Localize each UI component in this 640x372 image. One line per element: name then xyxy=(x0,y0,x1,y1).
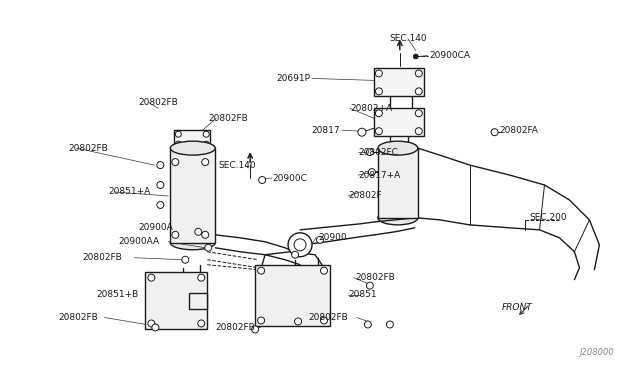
Text: 20802+A: 20802+A xyxy=(350,104,392,113)
Circle shape xyxy=(321,267,328,274)
Ellipse shape xyxy=(170,236,215,250)
Circle shape xyxy=(252,326,259,333)
Bar xyxy=(174,130,210,148)
Circle shape xyxy=(491,129,498,136)
Text: 20802F: 20802F xyxy=(348,192,381,201)
Text: 20900AA: 20900AA xyxy=(118,237,159,246)
Text: 20802FB: 20802FB xyxy=(355,273,395,282)
Text: SEC.200: SEC.200 xyxy=(529,214,567,222)
Bar xyxy=(378,148,418,218)
Text: 20802FB: 20802FB xyxy=(215,323,255,332)
Text: 20817+A: 20817+A xyxy=(358,170,400,180)
Text: 20802FB: 20802FB xyxy=(308,313,348,322)
Circle shape xyxy=(182,256,189,263)
Circle shape xyxy=(294,318,301,325)
Bar xyxy=(145,272,207,330)
Circle shape xyxy=(259,177,266,183)
Text: 20900C: 20900C xyxy=(272,173,307,183)
Circle shape xyxy=(369,169,376,176)
Text: 20817: 20817 xyxy=(311,126,340,135)
Circle shape xyxy=(198,274,205,281)
Bar xyxy=(170,148,215,243)
Text: 20851+A: 20851+A xyxy=(108,187,150,196)
Circle shape xyxy=(205,244,212,251)
Text: 20900CA: 20900CA xyxy=(430,51,471,60)
Ellipse shape xyxy=(378,211,418,225)
Circle shape xyxy=(258,317,264,324)
Circle shape xyxy=(415,70,422,77)
Text: 20802FA: 20802FA xyxy=(500,126,538,135)
Bar xyxy=(189,293,207,308)
Circle shape xyxy=(204,141,209,147)
Circle shape xyxy=(364,321,371,328)
Circle shape xyxy=(175,131,181,137)
Bar xyxy=(374,68,424,96)
Circle shape xyxy=(157,202,164,208)
Circle shape xyxy=(366,282,373,289)
Text: FRONT: FRONT xyxy=(502,303,532,312)
Text: 20900A: 20900A xyxy=(138,223,173,232)
Text: 20802FB: 20802FB xyxy=(208,114,248,123)
Text: 20802FB: 20802FB xyxy=(138,98,178,107)
Circle shape xyxy=(376,128,382,135)
Ellipse shape xyxy=(170,141,215,155)
Circle shape xyxy=(376,110,382,117)
Circle shape xyxy=(387,321,394,328)
Text: 20802FB: 20802FB xyxy=(59,313,99,322)
Circle shape xyxy=(366,149,373,155)
Circle shape xyxy=(175,141,181,147)
Text: 20802FB: 20802FB xyxy=(68,144,108,153)
Circle shape xyxy=(288,233,312,257)
Ellipse shape xyxy=(378,141,418,155)
Circle shape xyxy=(202,231,209,238)
Text: J208000: J208000 xyxy=(580,348,614,357)
Text: 20851: 20851 xyxy=(348,290,376,299)
Text: 20851+B: 20851+B xyxy=(97,290,139,299)
Text: SEC.140: SEC.140 xyxy=(390,34,428,43)
Circle shape xyxy=(321,317,328,324)
Text: 20691P: 20691P xyxy=(276,74,310,83)
Circle shape xyxy=(148,320,155,327)
Text: SEC.140: SEC.140 xyxy=(218,161,256,170)
Circle shape xyxy=(376,70,382,77)
Circle shape xyxy=(413,54,419,59)
Circle shape xyxy=(202,158,209,166)
Circle shape xyxy=(172,158,179,166)
Circle shape xyxy=(152,324,159,331)
Circle shape xyxy=(258,267,264,274)
Circle shape xyxy=(172,231,179,238)
Circle shape xyxy=(292,251,298,258)
Circle shape xyxy=(157,161,164,169)
Text: 20900: 20900 xyxy=(318,233,347,242)
Circle shape xyxy=(415,128,422,135)
Circle shape xyxy=(415,110,422,117)
Circle shape xyxy=(198,320,205,327)
Bar xyxy=(374,108,424,136)
Circle shape xyxy=(148,274,155,281)
Circle shape xyxy=(195,228,202,235)
Circle shape xyxy=(376,88,382,95)
Circle shape xyxy=(157,182,164,189)
Circle shape xyxy=(204,131,209,137)
Circle shape xyxy=(317,236,323,243)
Bar xyxy=(255,265,330,327)
Circle shape xyxy=(358,128,366,136)
Text: 20802FC: 20802FC xyxy=(358,148,398,157)
Circle shape xyxy=(415,88,422,95)
Text: 20802FB: 20802FB xyxy=(83,253,122,262)
